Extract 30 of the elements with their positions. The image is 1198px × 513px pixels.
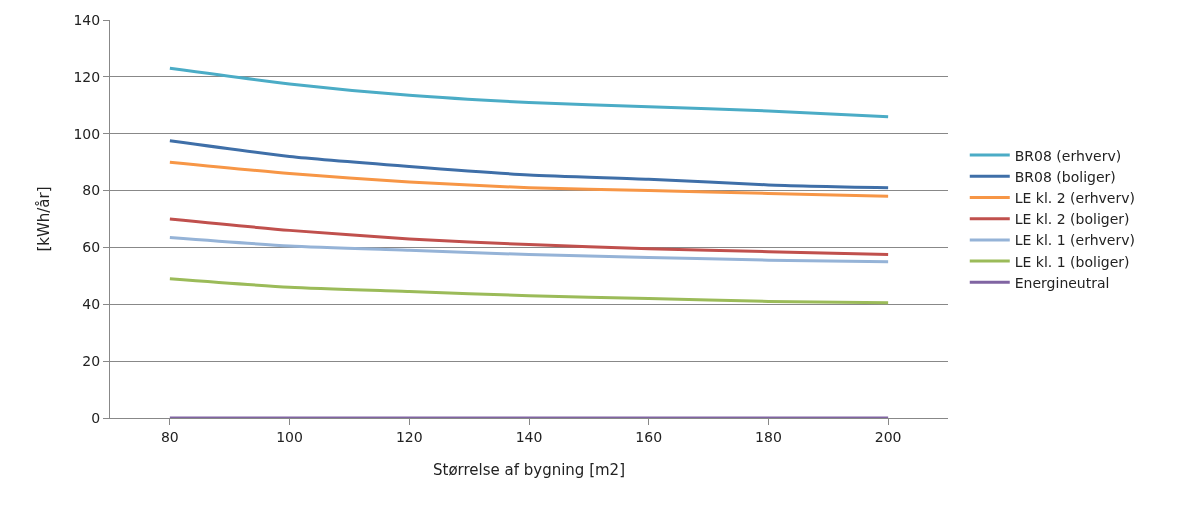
y-tick-label: 120 <box>73 68 101 85</box>
x-tick-label: 80 <box>160 428 179 445</box>
x-tick-label: 100 <box>276 428 303 445</box>
x-tick-label: 200 <box>874 428 902 445</box>
y-tick-label: 100 <box>73 125 101 142</box>
x-tick-label: 120 <box>395 428 423 445</box>
line-series <box>168 217 890 257</box>
x-axis-title: Størrelse af bygning [m2] <box>432 460 626 479</box>
legend-label: LE kl. 2 (erhverv) <box>1014 189 1135 206</box>
x-tick-label: 180 <box>755 428 782 445</box>
y-tick-label: 0 <box>91 409 101 426</box>
line-series <box>168 235 890 264</box>
line-series <box>168 160 890 198</box>
y-tick-label: 80 <box>82 182 101 199</box>
x-tick-label: 140 <box>515 428 543 445</box>
legend-label: LE kl. 2 (boliger) <box>1014 211 1130 228</box>
legend-label: LE kl. 1 (erhverv) <box>1014 232 1135 249</box>
x-tick-label: 160 <box>635 428 663 445</box>
y-tick-label: 60 <box>82 239 101 256</box>
legend-label: BR08 (boliger) <box>1014 168 1116 185</box>
legend-label: BR08 (erhverv) <box>1014 147 1122 164</box>
line-series <box>168 139 890 190</box>
legend-label: LE kl. 1 (boliger) <box>1014 253 1130 270</box>
line-series <box>168 66 890 119</box>
legend-label: Energineutral <box>1014 274 1110 291</box>
y-axis-title: [kWh/år] <box>34 186 53 252</box>
y-tick-label: 40 <box>82 296 101 313</box>
y-tick-label: 140 <box>73 11 101 28</box>
line-series <box>168 277 890 305</box>
y-tick-label: 20 <box>82 353 101 370</box>
